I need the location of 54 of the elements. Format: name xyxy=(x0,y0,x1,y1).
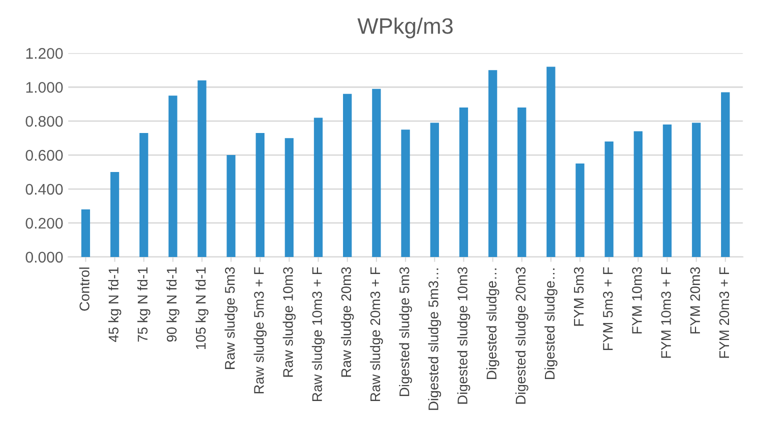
bar xyxy=(604,141,614,257)
x-tick-label: FYM 20m3 xyxy=(690,267,700,334)
x-tick-label: Digested sludge… xyxy=(486,268,500,380)
bar xyxy=(721,92,730,257)
bar xyxy=(139,132,148,257)
y-tick-label: 1.200 xyxy=(26,48,63,59)
bar xyxy=(634,131,643,257)
x-tick-label: 75 kg N fd-1 xyxy=(137,267,150,342)
x-tick-label: FYM 5m3 + F xyxy=(602,267,613,350)
x-tick-label: Digested sludge 10m3 xyxy=(457,267,470,404)
y-tick-label: 0.600 xyxy=(26,150,63,161)
x-tick-label: Control xyxy=(79,268,90,311)
bar xyxy=(314,118,323,257)
bar xyxy=(662,124,672,257)
x-tick-label: 90 kg N fd-1 xyxy=(166,267,180,342)
bar xyxy=(284,138,294,257)
y-tick-label: 1.000 xyxy=(26,82,63,93)
y-tick-label: 0.400 xyxy=(26,184,63,195)
bar xyxy=(401,130,410,257)
bar xyxy=(576,164,584,257)
x-tick-label: Raw sludge 20m3 + F xyxy=(370,267,383,401)
bar xyxy=(546,66,556,257)
bar xyxy=(168,96,178,257)
y-tick-label: 0.200 xyxy=(26,218,63,229)
bar xyxy=(110,172,120,257)
x-tick-label: Raw sludge 10m3 + F xyxy=(312,267,325,401)
y-tick-label: 0.800 xyxy=(26,116,63,127)
x-tick-label: Digested sludge 20m3 xyxy=(515,267,528,404)
bar xyxy=(81,209,90,257)
x-tick-label: 45 kg N fd-1 xyxy=(108,267,122,342)
x-tick-label: 105 kg N fd-1 xyxy=(196,267,208,349)
bar xyxy=(517,108,526,257)
x-tick-label: Digested sludge 5m3 xyxy=(399,267,412,396)
bar xyxy=(430,122,439,257)
y-tick-label: 0.000 xyxy=(26,252,63,263)
x-tick-label: Raw sludge 10m3 xyxy=(282,267,296,377)
x-tick-label: FYM 20m3 + F xyxy=(719,267,730,358)
x-tick-label: Raw sludge 5m3 + F xyxy=(254,267,267,394)
bar xyxy=(372,88,381,257)
bar xyxy=(692,122,701,257)
bar xyxy=(198,80,206,257)
bar xyxy=(343,94,352,257)
x-tick-label: Raw sludge 5m3 xyxy=(224,267,238,369)
x-tick-label: FYM 10m3 xyxy=(632,267,642,334)
bar xyxy=(226,155,236,257)
bar xyxy=(459,108,468,257)
x-tick-label: FYM 10m3 + F xyxy=(661,267,671,358)
x-tick-label: Digested sludge 5m3… xyxy=(428,268,442,410)
x-tick-label: Digested sludge… xyxy=(544,268,558,380)
x-tick-label: Raw sludge 20m3 xyxy=(340,267,354,377)
x-tick-label: FYM 5m3 xyxy=(574,267,584,326)
bar xyxy=(488,70,498,257)
bar xyxy=(256,132,264,257)
chart-title: WPkg/m3 xyxy=(357,18,453,38)
